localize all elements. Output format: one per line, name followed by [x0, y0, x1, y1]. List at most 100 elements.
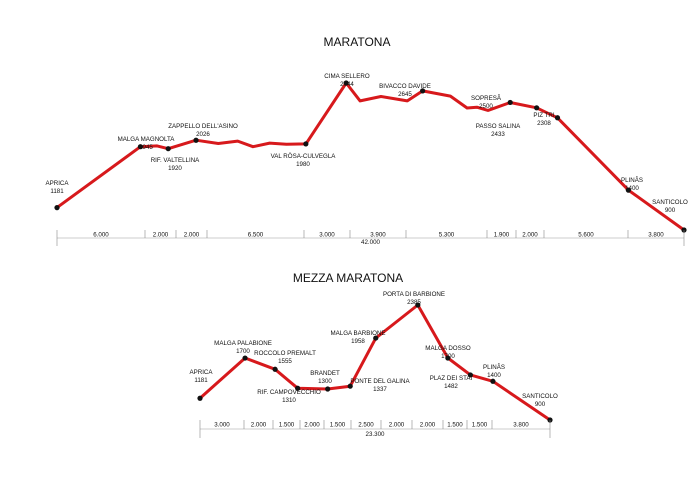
- waypoint-elevation: 1482: [444, 383, 458, 390]
- profile-line: [198, 303, 552, 422]
- waypoint-marker: [343, 80, 349, 86]
- waypoint-marker: [467, 372, 473, 378]
- waypoint-elevation: 2026: [196, 131, 210, 138]
- profile-line: [55, 81, 686, 232]
- segment-distance: 1.500: [472, 422, 488, 429]
- waypoint-elevation: 2308: [537, 120, 551, 127]
- waypoint-marker: [295, 385, 301, 391]
- waypoint-marker: [420, 88, 426, 94]
- waypoint-name: MALGA BARBIONE: [330, 330, 385, 337]
- segment-distance: 1.500: [447, 422, 463, 429]
- segment-distance: 3.000: [319, 232, 335, 239]
- waypoint-elevation: 1555: [278, 358, 292, 365]
- waypoint-elevation: 1700: [236, 348, 250, 355]
- waypoint-name: PLINÂS: [621, 177, 643, 184]
- waypoint-marker: [554, 115, 561, 121]
- segment-distance: 1.500: [279, 422, 295, 429]
- segment-distance: 2.000: [251, 422, 267, 429]
- waypoint-marker: [347, 383, 353, 389]
- waypoint-marker: [193, 137, 199, 143]
- waypoint-elevation: 2433: [491, 131, 505, 138]
- waypoint-elevation: 1181: [50, 188, 64, 195]
- segment-distance: 6.500: [248, 232, 264, 239]
- waypoint-marker: [242, 355, 248, 361]
- waypoint-elevation: 1181: [194, 377, 208, 384]
- waypoint-name: APRICA: [189, 369, 213, 376]
- waypoint-marker: [625, 187, 631, 193]
- waypoint-elevation: 2385: [407, 299, 421, 306]
- waypoint-name: PLAZ DEI STAI: [430, 375, 473, 382]
- waypoint-marker: [165, 146, 171, 152]
- segment-distance: 3.000: [214, 422, 230, 429]
- waypoint-marker: [137, 144, 144, 150]
- segment-distance: 5.300: [439, 232, 455, 239]
- waypoint-elevation: 1300: [318, 378, 332, 385]
- chart-title-maratona: MARATONA: [324, 35, 391, 49]
- waypoint-marker: [507, 99, 513, 106]
- segment-distance: 1.900: [494, 232, 510, 239]
- waypoint-name: VAL RÖSA-CULVEGLA: [271, 153, 337, 160]
- waypoint-elevation: 1400: [487, 372, 501, 379]
- waypoint-name: MALGA PALABIONE: [214, 340, 272, 347]
- waypoint-name: SANTICOLO: [522, 393, 558, 400]
- waypoint-name: PORTA DI BARBIONE: [383, 291, 445, 298]
- total-distance: 23.300: [366, 431, 385, 438]
- waypoint-marker: [197, 395, 203, 401]
- waypoint-elevation: 1958: [351, 338, 365, 345]
- segment-distance: 2.000: [522, 232, 538, 239]
- waypoint-marker: [373, 335, 379, 341]
- waypoint-elevation: 1310: [282, 397, 296, 404]
- waypoint-name: RIF. CAMPOVECCHIO: [257, 389, 321, 396]
- segment-distance: 2.000: [153, 232, 169, 239]
- waypoint-marker: [445, 355, 451, 361]
- waypoint-marker: [272, 366, 278, 372]
- waypoint-name: PLINÂS: [483, 364, 505, 371]
- segment-distance: 1.500: [330, 422, 346, 429]
- segment-distance: 2.000: [420, 422, 436, 429]
- waypoint-elevation: 1920: [168, 165, 182, 172]
- waypoint-name: MALGA DOSSO: [425, 345, 471, 352]
- total-distance: 42.000: [361, 239, 380, 246]
- waypoint-name: SOPRESÂ: [471, 95, 502, 102]
- segment-distance: 2.000: [184, 232, 200, 239]
- waypoint-name: CIMA SELLERO: [324, 73, 370, 80]
- waypoint-marker: [303, 141, 309, 147]
- waypoint-marker: [534, 105, 540, 111]
- segment-distance: 3.800: [513, 422, 529, 429]
- waypoint-elevation: 2500: [479, 103, 493, 110]
- waypoint-elevation: 1337: [373, 386, 387, 393]
- waypoint-name: ROCCOLO PREMALT: [254, 350, 316, 357]
- waypoint-elevation: 1700: [441, 353, 455, 360]
- waypoint-name: BRANDET: [310, 370, 340, 377]
- waypoint-elevation: 1400: [625, 185, 639, 192]
- waypoint-marker: [415, 302, 421, 308]
- waypoint-name: ZAPPELLO DELL'ASINO: [168, 123, 238, 130]
- waypoint-marker: [54, 204, 60, 211]
- waypoint-marker: [325, 386, 331, 392]
- segment-distance: 2.500: [358, 422, 374, 429]
- waypoint-name: PONTE DEL GALINA: [350, 378, 410, 385]
- waypoint-elevation: 1980: [296, 161, 310, 168]
- waypoint-name: APRICA: [45, 180, 69, 187]
- waypoint-name: RIF. VALTELLINA: [151, 157, 200, 164]
- waypoint-elevation: 900: [665, 207, 676, 214]
- waypoint-name: SANTICOLO: [652, 199, 688, 206]
- segment-distance: 3.800: [648, 232, 664, 239]
- segment-distance: 5.600: [578, 232, 594, 239]
- waypoint-name: PIZ TRI: [533, 112, 554, 119]
- waypoint-elevation: 900: [535, 401, 546, 408]
- waypoint-marker: [490, 378, 496, 384]
- segment-distance: 3.900: [370, 232, 386, 239]
- segment-distance: 2.000: [389, 422, 405, 429]
- chart-title-mezza-maratona: MEZZA MARATONA: [293, 271, 403, 285]
- segment-distance: 2.000: [304, 422, 320, 429]
- waypoint-name: BIVACCO DAVIDE: [379, 83, 431, 90]
- waypoint-elevation: 1945: [139, 144, 153, 151]
- waypoint-elevation: 2645: [398, 91, 412, 98]
- waypoint-name: MALGA MAGNOLTA: [118, 136, 176, 143]
- waypoint-elevation: 2744: [340, 81, 354, 88]
- waypoint-name: PASSO SALINA: [476, 123, 521, 130]
